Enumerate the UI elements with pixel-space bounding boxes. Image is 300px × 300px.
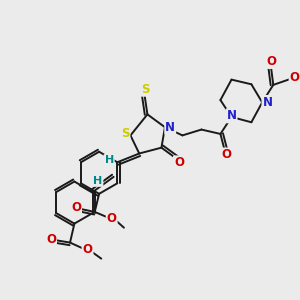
Text: H: H bbox=[104, 155, 114, 165]
Text: N: N bbox=[226, 109, 236, 122]
Text: H: H bbox=[93, 176, 103, 186]
Text: O: O bbox=[290, 71, 300, 84]
Text: O: O bbox=[71, 201, 81, 214]
Text: N: N bbox=[165, 121, 175, 134]
Text: S: S bbox=[141, 83, 149, 96]
Text: O: O bbox=[82, 243, 92, 256]
Text: O: O bbox=[174, 156, 184, 170]
Text: O: O bbox=[266, 55, 276, 68]
Text: O: O bbox=[222, 148, 232, 161]
Text: S: S bbox=[121, 128, 130, 140]
Text: N: N bbox=[262, 96, 272, 109]
Text: O: O bbox=[107, 212, 117, 225]
Text: O: O bbox=[46, 232, 56, 246]
